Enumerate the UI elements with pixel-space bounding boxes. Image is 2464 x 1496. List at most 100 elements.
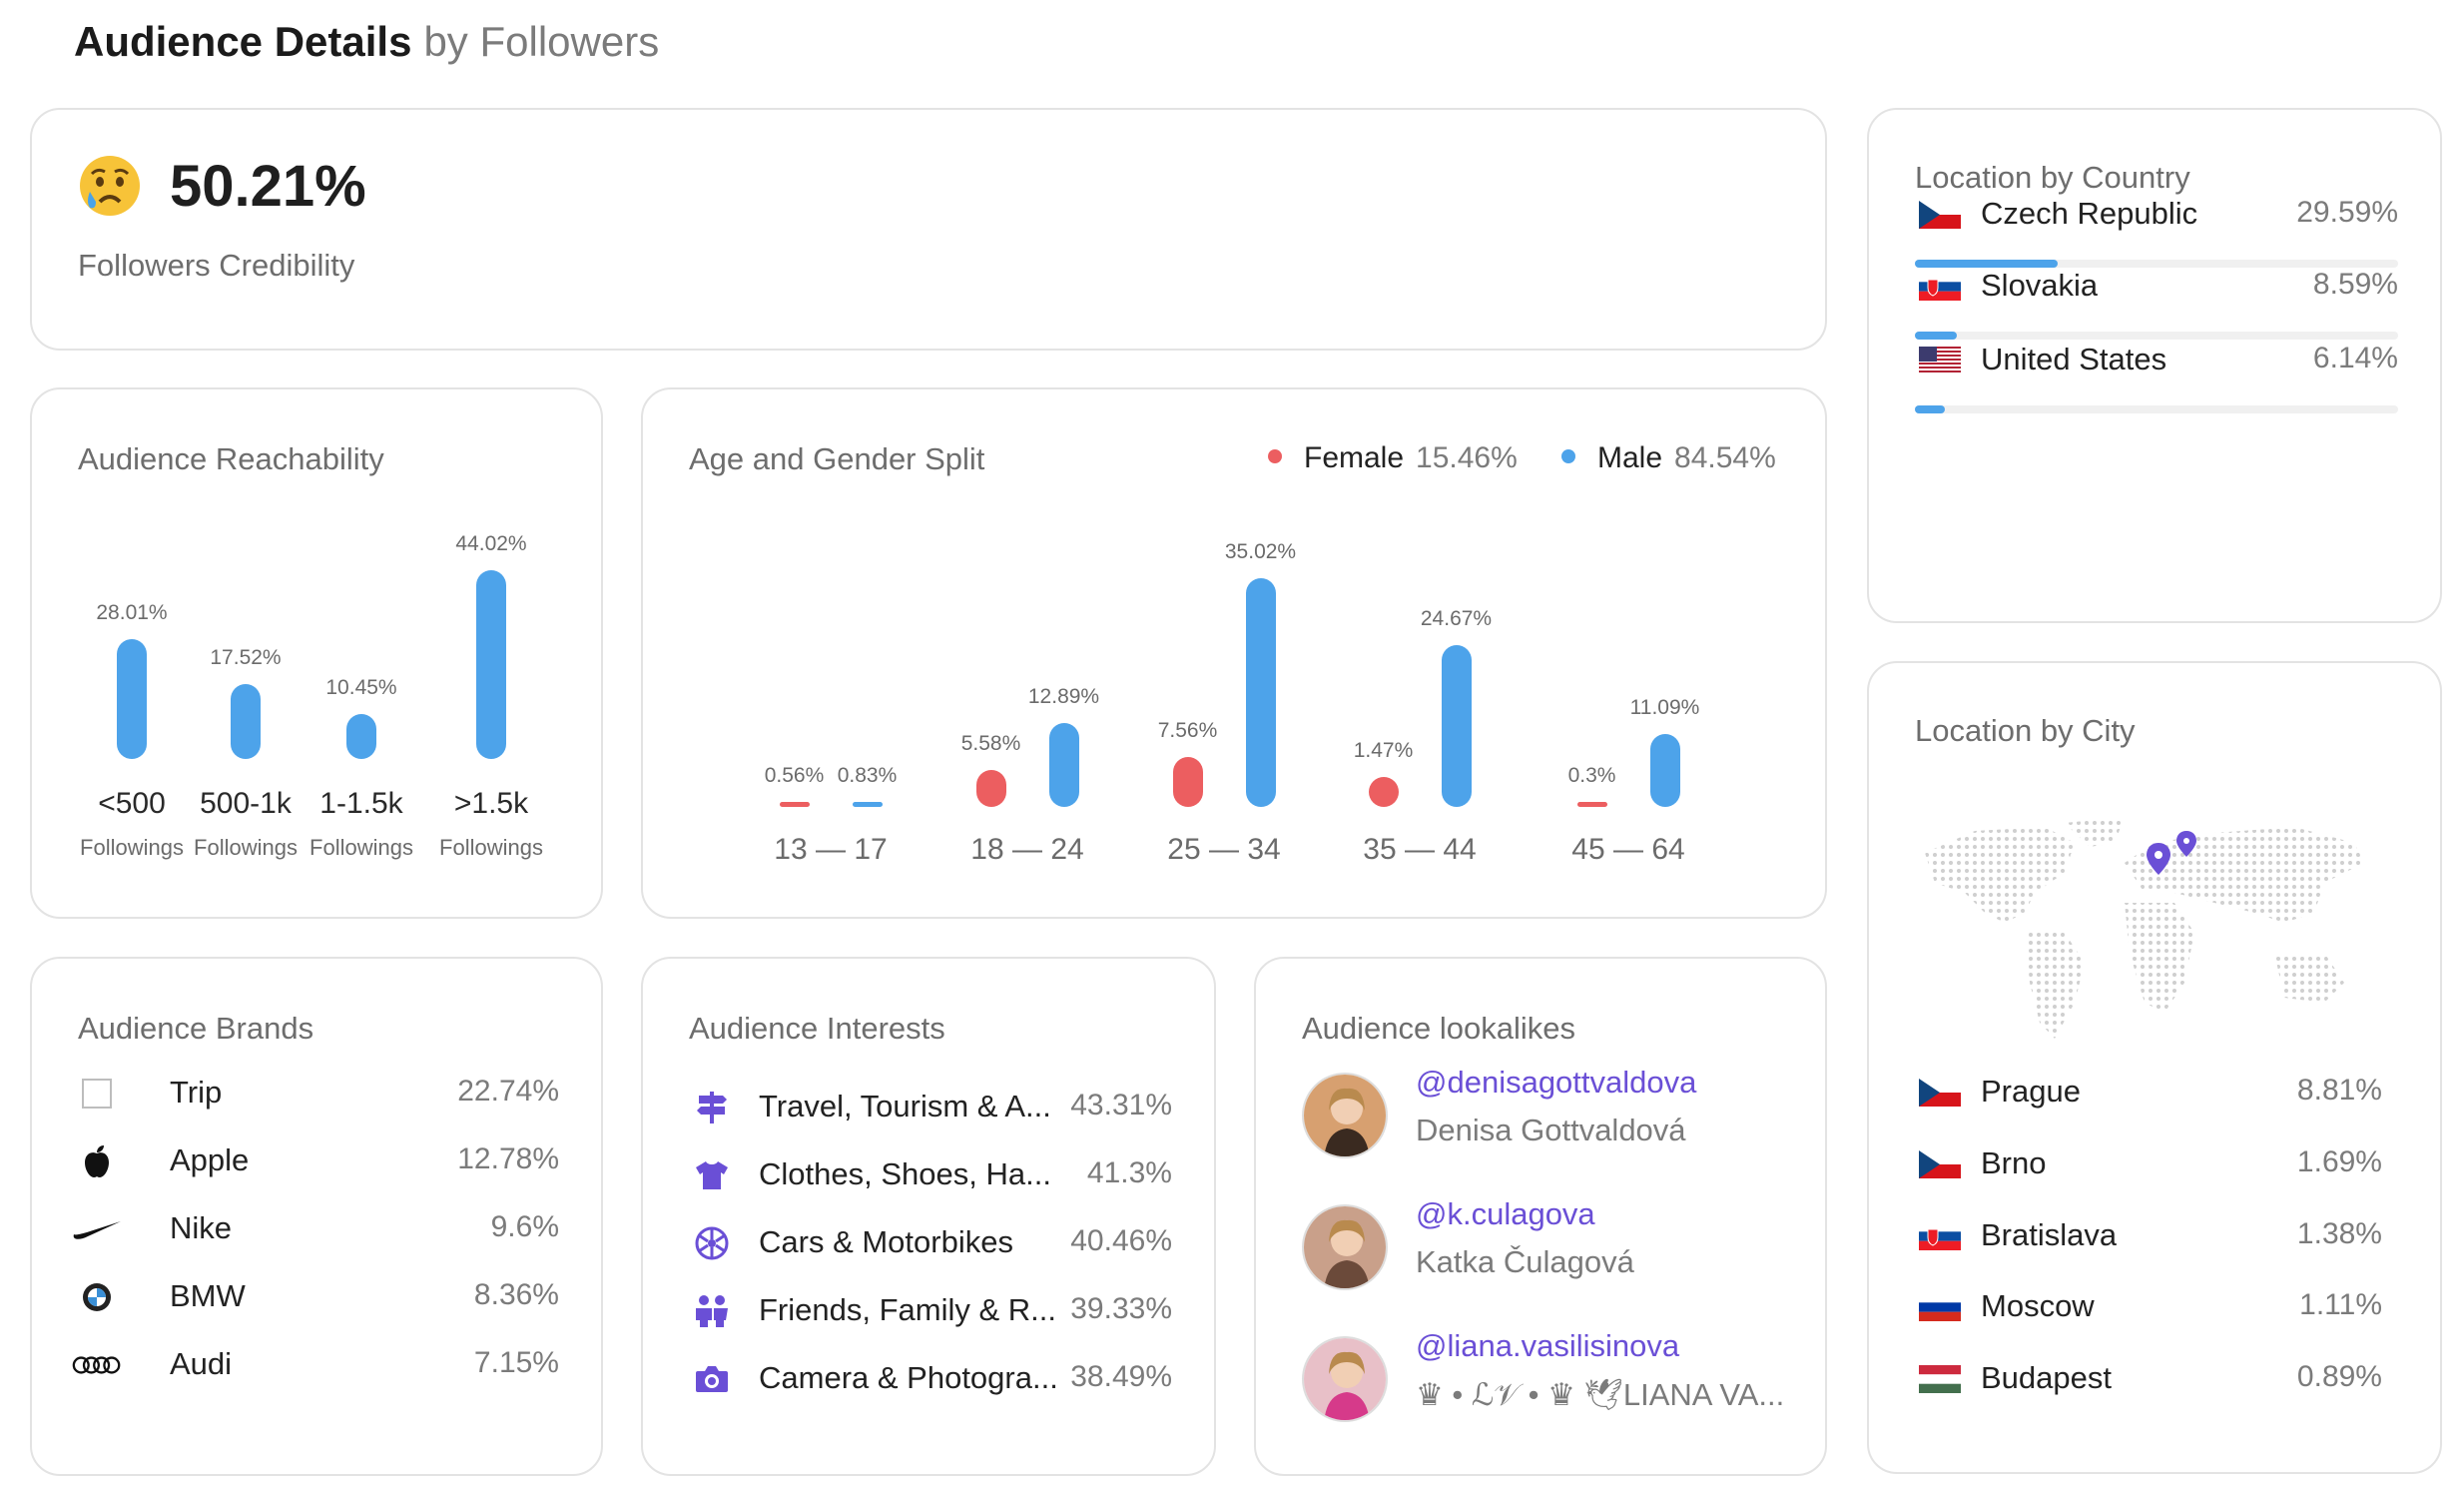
country-progress-track [1915,332,2398,340]
brand-name: Audi [170,1346,233,1381]
interest-row[interactable]: Camera & Photogra... 38.49% [687,1354,1172,1404]
credibility-label: Followers Credibility [78,248,355,283]
reach-category-sub: Followings [439,835,543,860]
country-progress-track [1915,260,2398,268]
flag-sk-icon [1915,1211,1965,1261]
reachability-card: Audience Reachability 28.01% <500 Followin… [30,387,603,919]
country-name: Slovakia [1981,268,2099,303]
flag-cz-icon [1915,1139,1965,1189]
lookalike-handle-link[interactable]: @denisagottvaldova [1416,1065,1697,1100]
interest-row[interactable]: Cars & Motorbikes 40.46% [687,1218,1172,1268]
brand-row[interactable]: Nike 9.6% [72,1204,559,1254]
reach-bar [117,638,147,759]
credibility-card: 50.21% Followers Credibility [30,108,1827,351]
lookalike-avatar[interactable] [1302,1336,1388,1422]
age-gender-title: Age and Gender Split [689,441,985,476]
world-map-icon [1925,817,2364,1039]
flag-sk-icon [1915,262,1965,312]
brand-row[interactable]: Audi 7.15% [72,1340,559,1390]
flag-cz-icon [1915,1068,1965,1118]
city-row[interactable]: Bratislava 1.38% [1915,1211,2382,1261]
age-category-label: 45 — 64 [1571,833,1685,866]
brand-pct: 8.36% [473,1278,559,1311]
country-row[interactable]: Czech Republic 29.59% [1915,190,2398,240]
lookalike-handle-link[interactable]: @liana.vasilisinova [1416,1328,1680,1363]
interest-name: Clothes, Shoes, Ha... [759,1156,1051,1191]
female-bar [1172,757,1203,807]
reach-bar-label: 44.02% [455,531,527,555]
reach-category-label: 1-1.5k [319,787,403,820]
lookalikes-card: Audience lookalikes @denisagottvaldova De… [1254,957,1827,1476]
lookalike-handle-link[interactable]: @k.culagova [1416,1196,1595,1231]
country-pct: 8.59% [2312,268,2398,301]
trip-logo-icon [72,1069,122,1119]
city-row[interactable]: Budapest 0.89% [1915,1354,2382,1404]
brand-name: Trip [170,1075,223,1110]
female-dot-icon [1268,449,1282,464]
city-title: Location by City [1915,713,2136,748]
male-bar [1649,734,1680,807]
brand-row[interactable]: BMW 8.36% [72,1272,559,1322]
nike-logo-icon [72,1204,122,1254]
city-row[interactable]: Brno 1.69% [1915,1139,2382,1189]
people-icon [687,1286,737,1336]
lookalikes-title: Audience lookalikes [1302,1011,1576,1046]
reach-bar-label: 10.45% [325,676,397,700]
lookalike-name: Denisa Gottvaldová [1416,1113,1686,1147]
bmw-logo-icon [72,1272,122,1322]
country-row[interactable]: Slovakia 8.59% [1915,262,2398,312]
country-card: Location by Country Czech Republic 29.59%… [1867,108,2442,623]
female-bar [1368,777,1399,807]
age-category-label: 13 — 17 [774,833,888,866]
map-pin-icon [2147,843,2170,875]
country-pct: 6.14% [2312,342,2398,374]
map-pin-icon [2176,831,2196,857]
male-bar [1048,722,1079,807]
flag-ru-icon [1915,1282,1965,1332]
audi-logo-icon [72,1340,122,1390]
city-name: Brno [1981,1145,2047,1180]
credibility-value: 50.21% [170,154,366,219]
country-name: United States [1981,342,2167,376]
brand-pct: 7.15% [473,1346,559,1379]
interest-pct: 41.3% [1086,1156,1172,1189]
country-progress-fill [1915,260,2059,268]
lookalike-avatar[interactable] [1302,1073,1388,1158]
page-title-main: Audience Details [74,18,412,65]
brands-title: Audience Brands [78,1011,314,1046]
city-pct: 1.38% [2296,1217,2382,1250]
city-name: Moscow [1981,1288,2095,1323]
interest-row[interactable]: Clothes, Shoes, Ha... 41.3% [687,1150,1172,1200]
reach-bar [476,569,506,759]
country-row[interactable]: United States 6.14% [1915,336,2398,385]
female-bar-label: 5.58% [960,732,1021,756]
brand-pct: 12.78% [457,1142,559,1175]
reachability-title: Audience Reachability [78,441,384,476]
city-name: Prague [1981,1074,2081,1109]
brand-row[interactable]: Trip 22.74% [72,1069,559,1119]
interest-row[interactable]: Friends, Family & R... 39.33% [687,1286,1172,1336]
apple-logo-icon [72,1136,122,1186]
age-category-label: 25 — 34 [1167,833,1281,866]
brand-name: Apple [170,1142,250,1177]
female-bar [779,802,810,807]
male-dot-icon [1561,449,1575,464]
city-row[interactable]: Prague 8.81% [1915,1068,2382,1118]
female-bar-label: 7.56% [1157,719,1218,743]
lookalike-name: ♛ • ℒ𝒱 • ♛ 🕊LIANA VA... [1416,1377,1785,1412]
country-title: Location by Country [1915,160,2190,195]
city-row[interactable]: Moscow 1.11% [1915,1282,2382,1332]
reach-category-label: 500-1k [200,787,292,820]
lookalike-avatar[interactable] [1302,1204,1388,1290]
tshirt-icon [687,1150,737,1200]
country-progress-track [1915,405,2398,413]
country-name: Czech Republic [1981,196,2198,231]
male-bar [1441,645,1472,807]
brand-name: BMW [170,1278,246,1313]
brand-pct: 22.74% [457,1075,559,1108]
interests-title: Audience Interests [689,1011,945,1046]
interest-row[interactable]: Travel, Tourism & A... 43.31% [687,1083,1172,1132]
interest-name: Cars & Motorbikes [759,1224,1013,1259]
brand-row[interactable]: Apple 12.78% [72,1136,559,1186]
country-progress-fill [1915,405,1945,413]
